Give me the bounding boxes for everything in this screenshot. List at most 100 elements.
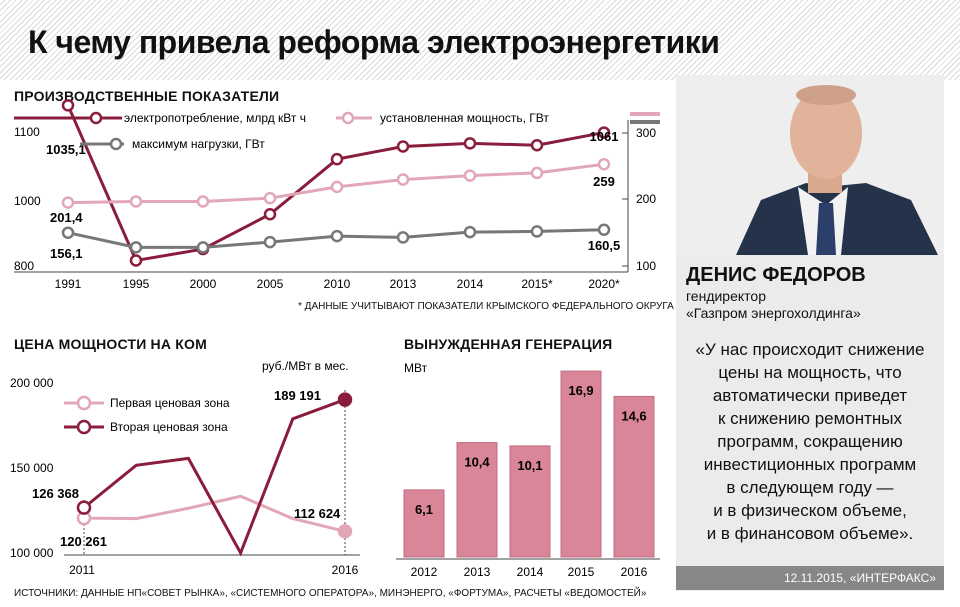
person-role-line2: «Газпром энергохолдинга» [686, 305, 861, 321]
data-point [530, 225, 544, 238]
quote-dateline: 12.11.2015, «ИНТЕРФАКС» [676, 566, 944, 590]
x-tick-label: 2000 [190, 277, 217, 291]
data-point [396, 140, 410, 153]
bar-value-label: 14,6 [621, 408, 646, 423]
x-tick-label: 2013 [464, 565, 491, 579]
data-point [337, 524, 353, 539]
x-tick-label: 2011 [69, 563, 95, 577]
right-y-tick-label: 100 [636, 259, 656, 273]
data-point [330, 180, 344, 194]
production-section-title: ПРОИЗВОДСТВЕННЫЕ ПОКАЗАТЕЛИ [14, 88, 280, 104]
page-title: К чему привела реформа электроэнергетики [28, 24, 720, 60]
data-point [129, 241, 143, 254]
x-tick-label: 1991 [55, 277, 82, 291]
person-role: гендиректор «Газпром энергохолдинга» [686, 288, 861, 322]
x-tick-label: 2015* [521, 277, 553, 291]
data-label: 112 624 [294, 506, 341, 521]
x-tick-label: 2013 [390, 277, 417, 291]
data-point [61, 99, 75, 112]
y-tick-label: 1000 [14, 194, 41, 208]
data-point [396, 173, 410, 186]
data-label: 120 261 [60, 534, 107, 549]
bar [403, 489, 445, 558]
bar [613, 395, 655, 558]
data-point [530, 138, 544, 152]
data-point [263, 208, 277, 221]
forced-generation-section-title: ВЫНУЖДЕННАЯ ГЕНЕРАЦИЯ [404, 336, 613, 352]
bar [509, 445, 551, 558]
bar-value-label: 10,4 [464, 455, 490, 470]
legend-label: Вторая ценовая зона [110, 420, 228, 434]
legend-marker [341, 111, 355, 125]
data-point [76, 500, 92, 515]
x-tick-label: 2015 [568, 565, 595, 579]
data-label: 126 368 [32, 486, 79, 501]
person-quote: «У нас происходит снижение цены на мощно… [686, 338, 934, 545]
bar-value-label: 10,1 [517, 458, 542, 473]
quote-line: инвестиционных программ [703, 455, 917, 474]
x-tick-label: 2012 [411, 565, 438, 579]
y-tick-label: 800 [14, 259, 34, 273]
data-point [61, 196, 75, 209]
y-tick-label: 100 000 [10, 546, 54, 560]
bar [560, 370, 602, 558]
right-y-tick-label: 300 [636, 126, 656, 140]
quote-line: автоматически приведет [712, 386, 908, 405]
legend-label: Первая ценовая зона [110, 396, 230, 410]
data-point [330, 152, 344, 166]
data-label: 1061 [590, 129, 619, 144]
quote-line: «У нас происходит снижение [695, 340, 925, 359]
data-point [597, 126, 611, 139]
x-tick-label: 2014 [517, 565, 544, 579]
data-label: 156,1 [50, 246, 83, 261]
person-role-line1: гендиректор [686, 288, 766, 304]
legend-label: установленная мощность, ГВт [380, 111, 549, 125]
data-point [530, 166, 544, 180]
data-point [61, 226, 75, 239]
capacity-price-section-title: ЦЕНА МОЩНОСТИ НА КОМ [14, 336, 207, 352]
bar-value-label: 6,1 [415, 502, 433, 517]
data-point [597, 158, 611, 171]
price-line-1 [83, 398, 346, 557]
bar-value-label: 16,9 [568, 383, 593, 398]
portrait-photo [676, 75, 944, 255]
data-point [263, 191, 277, 205]
x-tick-label: 2014 [457, 277, 484, 291]
unit-label: руб./МВт в мес. [262, 359, 349, 373]
person-name: ДЕНИС ФЕДОРОВ [686, 264, 866, 286]
data-point [263, 235, 277, 249]
data-point [396, 231, 410, 244]
source-note: ИСТОЧНИКИ: ДАННЫЕ НП«СОВЕТ РЫНКА», «СИСТ… [14, 588, 647, 599]
quote-line: и в финансовом объеме». [706, 524, 914, 543]
data-label: 189 191 [274, 388, 321, 403]
quote-line: в следующем году — [726, 478, 894, 497]
data-point [196, 195, 210, 208]
data-point [463, 225, 477, 239]
data-point [196, 241, 210, 254]
y-tick-label: 150 000 [10, 461, 54, 475]
y-unit-label: МВт [404, 361, 428, 375]
data-label: 1035,1 [46, 142, 86, 157]
price-line-0 [83, 494, 346, 533]
bar [456, 442, 498, 558]
quote-line: программ, сокращению [717, 432, 903, 451]
quote-line: к снижению ремонтных [717, 409, 903, 428]
legend-label: максимум нагрузки, ГВт [132, 137, 265, 151]
x-tick-label: 2010 [324, 277, 351, 291]
y-tick-label: 200 000 [10, 376, 54, 390]
data-point [597, 223, 611, 237]
data-point [337, 392, 353, 407]
x-tick-label: 2020* [588, 277, 620, 291]
legend-label: электропотребление, млрд кВт ч [124, 111, 306, 125]
right-y-tick-label: 200 [636, 192, 656, 206]
x-tick-label: 2016 [332, 563, 359, 577]
data-label: 160,5 [588, 238, 621, 253]
data-point [129, 254, 143, 267]
x-tick-label: 2005 [257, 277, 284, 291]
legend-marker [109, 137, 123, 151]
data-label: 259 [593, 174, 615, 189]
portrait-illustration [676, 75, 944, 255]
quote-line: цены на мощность, что [718, 363, 902, 382]
data-point [129, 195, 143, 208]
